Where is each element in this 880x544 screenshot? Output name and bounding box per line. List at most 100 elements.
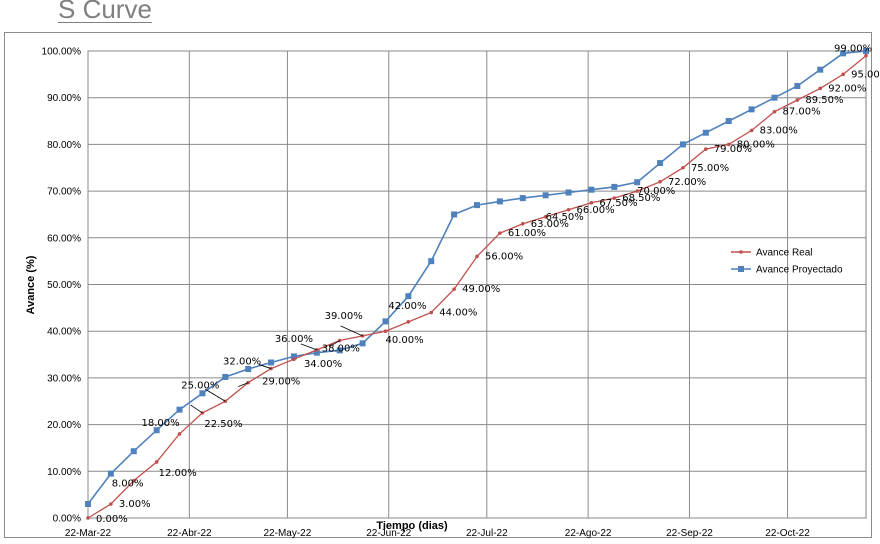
data-point-avance-proyectado xyxy=(657,160,664,167)
data-label: 87.00% xyxy=(782,107,820,118)
legend-marker-avance-real xyxy=(739,250,743,254)
data-point-avance-proyectado xyxy=(771,94,778,101)
data-point-avance-real xyxy=(566,207,571,212)
data-point-avance-proyectado xyxy=(382,318,389,325)
chart-axes: 0.00% 10.00% 20.00% 30.00% 40.00% 50.00% 60.00… xyxy=(42,47,811,540)
data-point-avance-real xyxy=(406,320,411,324)
data-label: 89.50% xyxy=(805,95,843,106)
data-point-avance-proyectado xyxy=(85,500,91,507)
x-tick-label: 22-Oct-22 xyxy=(765,528,810,539)
data-label: 75.00% xyxy=(691,163,729,174)
data-point-avance-real xyxy=(726,142,731,147)
data-label: 66.00% xyxy=(577,205,615,216)
data-label: 72.00% xyxy=(668,177,706,188)
data-point-avance-proyectado xyxy=(565,189,572,196)
data-label: 64.50% xyxy=(546,212,584,223)
data-point-avance-proyectado xyxy=(428,258,435,265)
data-point-avance-real xyxy=(383,329,388,334)
chart-legend: Avance Real Avance Proyectado xyxy=(731,248,843,276)
data-label: 29.00% xyxy=(262,377,300,388)
data-point-avance-real xyxy=(681,165,685,170)
chart-frame xyxy=(4,32,872,538)
data-point-avance-proyectado xyxy=(748,106,755,113)
data-point-avance-real xyxy=(315,348,319,352)
y-tick-label: 50.00% xyxy=(47,280,81,291)
data-point-avance-real xyxy=(360,334,365,338)
data-label: 3.00% xyxy=(119,499,151,510)
series-layer xyxy=(85,48,869,520)
data-label: 92.00% xyxy=(828,83,866,94)
y-tick-label: 40.00% xyxy=(47,327,81,338)
legend-marker-avance-proyectado xyxy=(738,266,744,272)
chart-grid xyxy=(87,50,867,519)
y-tick-label: 20.00% xyxy=(47,420,81,431)
data-point-avance-proyectado xyxy=(542,192,549,199)
data-point-avance-proyectado xyxy=(519,195,526,202)
x-tick-label: 22-Abr-22 xyxy=(167,528,212,539)
data-point-avance-real xyxy=(131,478,136,483)
data-label: 95.00% xyxy=(851,69,880,80)
data-point-avance-proyectado xyxy=(405,293,412,300)
y-tick-label: 100.00% xyxy=(42,47,82,58)
data-point-avance-proyectado xyxy=(451,211,458,218)
y-tick-label: 70.00% xyxy=(47,187,81,198)
label-leader-line xyxy=(329,340,340,347)
data-point-avance-real xyxy=(589,200,594,205)
data-point-avance-real xyxy=(658,179,662,184)
data-point-avance-real xyxy=(292,357,296,362)
data-label: 0.00% xyxy=(96,514,128,525)
data-point-avance-proyectado xyxy=(679,141,686,148)
data-point-avance-real xyxy=(498,231,502,235)
data-label: 36.00% xyxy=(275,334,313,345)
label-leader-line xyxy=(190,404,203,414)
data-point-avance-proyectado xyxy=(840,50,847,57)
data-point-avance-proyectado xyxy=(336,347,343,354)
data-label: 8.00% xyxy=(112,479,144,490)
data-point-avance-real xyxy=(475,254,479,259)
data-point-avance-proyectado xyxy=(863,48,869,54)
y-tick-label: 60.00% xyxy=(47,233,81,244)
data-point-avance-proyectado xyxy=(153,427,160,434)
legend-label-avance-proyectado: Avance Proyectado xyxy=(756,265,843,276)
label-leader-line xyxy=(300,343,317,351)
data-label: 25.00% xyxy=(181,380,219,391)
x-tick-label: 22-Mar-22 xyxy=(65,528,112,539)
data-label: 32.00% xyxy=(223,357,261,368)
data-point-avance-real xyxy=(772,109,777,114)
data-point-avance-real xyxy=(841,72,845,77)
data-point-avance-real xyxy=(520,221,525,226)
data-label: 61.00% xyxy=(508,228,546,239)
data-point-avance-real xyxy=(543,214,548,219)
data-label: 67.50% xyxy=(599,198,637,209)
data-label: 34.00% xyxy=(304,359,342,370)
data-label: 44.00% xyxy=(439,308,477,319)
data-label: 18.00% xyxy=(142,418,180,429)
x-tick-label: 22-Sep-22 xyxy=(666,528,713,539)
data-point-avance-proyectado xyxy=(702,129,709,136)
data-point-avance-proyectado xyxy=(290,353,297,360)
y-tick-label: 90.00% xyxy=(47,93,81,104)
data-point-avance-real xyxy=(429,310,434,315)
data-point-avance-real xyxy=(864,53,868,58)
data-point-avance-proyectado xyxy=(107,470,114,477)
y-axis-title: Avance (%) xyxy=(25,255,37,314)
data-point-avance-proyectado xyxy=(222,373,229,380)
data-point-avance-proyectado xyxy=(611,183,618,190)
data-point-avance-proyectado xyxy=(474,202,480,209)
data-point-avance-proyectado xyxy=(359,340,366,347)
data-label: 83.00% xyxy=(760,125,798,136)
data-point-avance-real xyxy=(86,516,90,520)
data-point-avance-proyectado xyxy=(634,179,641,186)
data-label: 70.00% xyxy=(637,186,675,197)
data-label: 42.00% xyxy=(388,301,426,312)
data-point-avance-proyectado xyxy=(817,66,824,73)
data-label: 49.00% xyxy=(462,284,500,295)
x-tick-label: 22-Jun-22 xyxy=(366,528,411,539)
y-tick-label: 80.00% xyxy=(47,140,81,151)
data-point-avance-proyectado xyxy=(199,390,206,397)
y-tick-label: 10.00% xyxy=(47,467,81,478)
data-point-avance-proyectado xyxy=(313,349,320,356)
data-point-avance-proyectado xyxy=(496,198,503,205)
data-label: 63.00% xyxy=(531,219,569,230)
